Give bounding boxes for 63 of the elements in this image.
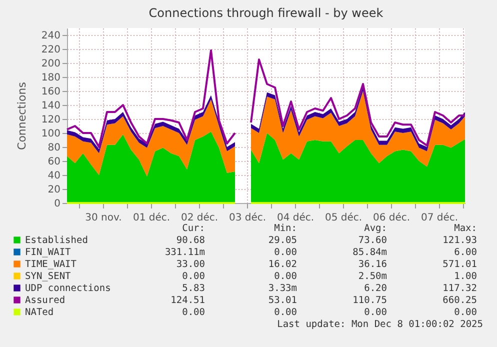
x-tick-label: 01 déc. bbox=[132, 212, 170, 224]
text: 73.60 bbox=[358, 235, 388, 246]
text: 33.00 bbox=[176, 259, 206, 270]
x-tick-label: 06 déc. bbox=[372, 212, 410, 224]
x-tick-label: 07 déc. bbox=[420, 212, 458, 224]
text: 124.51 bbox=[170, 295, 206, 306]
text: 0.00 bbox=[182, 271, 206, 282]
legend-label: NATed bbox=[25, 307, 54, 318]
legend-label: TIME_WAIT bbox=[25, 259, 77, 270]
text: 2.50m bbox=[358, 271, 388, 282]
text: 85.84m bbox=[352, 247, 388, 258]
text: 110.75 bbox=[352, 295, 387, 306]
text: 0.00 bbox=[274, 247, 298, 258]
legend-label: FIN_WAIT bbox=[25, 247, 72, 258]
legend-label: SYN_SENT bbox=[25, 271, 72, 282]
text: 6.00 bbox=[454, 247, 478, 258]
x-tick-label: 05 déc. bbox=[324, 212, 362, 224]
y-tick-label: 100 bbox=[41, 128, 60, 140]
chart-title: Connections through firewall - by week bbox=[148, 6, 384, 20]
text: 90.68 bbox=[176, 235, 206, 246]
x-tick-label: 02 déc. bbox=[180, 212, 218, 224]
text: Min: bbox=[274, 223, 297, 234]
legend-label: Established bbox=[25, 235, 88, 246]
text: 53.01 bbox=[268, 295, 298, 306]
x-tick-label: 04 déc. bbox=[276, 212, 314, 224]
y-tick-label: 40 bbox=[48, 170, 60, 182]
x-tick-label: 03 déc. bbox=[228, 212, 266, 224]
text: 117.32 bbox=[442, 283, 477, 294]
text: Last update: Mon Dec 8 01:00:02 2025 bbox=[277, 319, 483, 330]
text: Cur: bbox=[182, 223, 205, 234]
y-tick-label: 240 bbox=[41, 30, 60, 42]
text: 3.33m bbox=[268, 283, 298, 294]
y-tick-label: 160 bbox=[41, 86, 60, 98]
text: 0.00 bbox=[454, 307, 478, 318]
legend-label: UDP connections bbox=[25, 283, 111, 294]
text: 0.00 bbox=[274, 271, 298, 282]
y-tick-label: 180 bbox=[41, 72, 60, 84]
x-tick-label: 30 nov. bbox=[85, 212, 122, 224]
text: 0.00 bbox=[274, 307, 298, 318]
text: 1.00 bbox=[454, 271, 478, 282]
text: 6.20 bbox=[364, 283, 388, 294]
y-axis-title: Connections bbox=[15, 82, 28, 150]
text: Max: bbox=[454, 223, 477, 234]
text: 571.01 bbox=[442, 259, 478, 270]
y-tick-label: 60 bbox=[48, 156, 60, 168]
text: 331.11m bbox=[164, 247, 206, 258]
text: 5.83 bbox=[182, 283, 205, 294]
text: 16.02 bbox=[268, 259, 297, 270]
legend-label: Assured bbox=[25, 295, 66, 306]
y-tick-label: 200 bbox=[41, 58, 60, 70]
y-tick-label: 0 bbox=[54, 198, 60, 210]
text: 121.93 bbox=[442, 235, 477, 246]
text: 36.16 bbox=[358, 259, 388, 270]
y-tick-label: 220 bbox=[41, 44, 60, 56]
y-tick-label: 20 bbox=[48, 184, 60, 196]
y-tick-label: 140 bbox=[41, 100, 60, 112]
text: 0.00 bbox=[364, 307, 388, 318]
text: Avg: bbox=[364, 223, 387, 234]
text: 29.05 bbox=[268, 235, 297, 246]
text: 0.00 bbox=[182, 307, 206, 318]
y-tick-label: 80 bbox=[48, 142, 60, 154]
text: 660.25 bbox=[442, 295, 477, 306]
y-tick-label: 120 bbox=[41, 114, 60, 126]
